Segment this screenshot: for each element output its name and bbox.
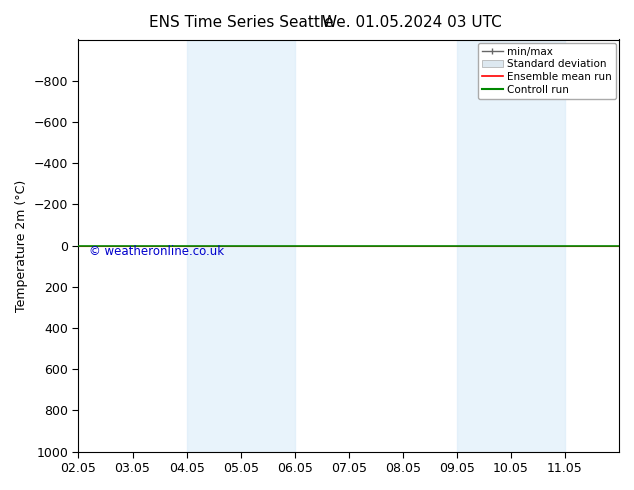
Legend: min/max, Standard deviation, Ensemble mean run, Controll run: min/max, Standard deviation, Ensemble me… — [478, 43, 616, 99]
Text: © weatheronline.co.uk: © weatheronline.co.uk — [89, 245, 224, 258]
Text: We. 01.05.2024 03 UTC: We. 01.05.2024 03 UTC — [322, 15, 502, 30]
Text: ENS Time Series Seattle: ENS Time Series Seattle — [148, 15, 333, 30]
Bar — [457, 40, 565, 452]
Bar — [186, 40, 295, 452]
Y-axis label: Temperature 2m (°C): Temperature 2m (°C) — [15, 179, 28, 312]
